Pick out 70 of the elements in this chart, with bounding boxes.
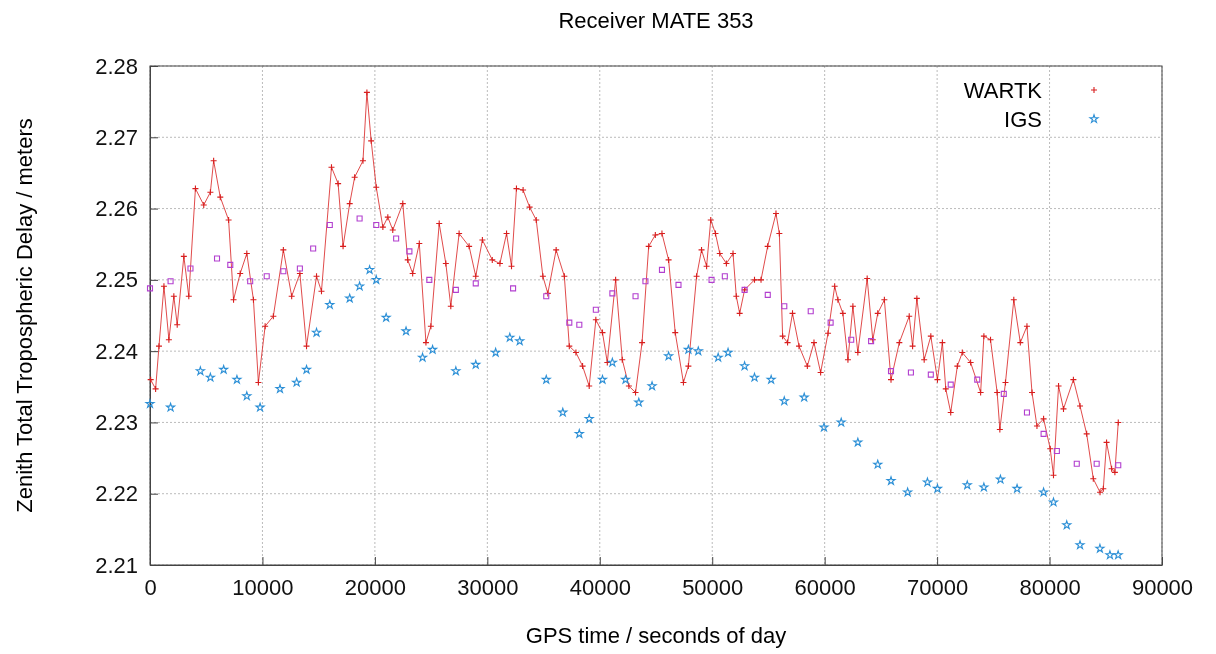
point (609, 290, 616, 297)
point (658, 266, 666, 273)
y-tick-label: 2.28 (95, 53, 138, 79)
point (592, 306, 599, 313)
chart-title: Receiver MATE 353 (558, 8, 754, 33)
x-tick-label: 0 (144, 574, 157, 600)
point (1000, 390, 1007, 397)
point (510, 285, 517, 292)
y-tick-label: 2.23 (95, 409, 138, 435)
point (326, 221, 333, 229)
y-axis-title: Zenith Total Tropospheric Delay / meters (12, 118, 37, 513)
point (356, 215, 363, 222)
y-tick-label: 2.24 (95, 338, 138, 364)
point (907, 369, 914, 376)
point (927, 371, 934, 378)
point (947, 381, 954, 388)
point (632, 293, 639, 300)
point (764, 291, 771, 298)
point (887, 368, 895, 375)
x-tick-label: 20000 (344, 574, 406, 600)
x-tick-label: 40000 (569, 574, 631, 600)
point (566, 319, 573, 326)
point (848, 336, 855, 343)
point (146, 285, 154, 292)
x-tick-label: 80000 (1019, 574, 1081, 600)
point (296, 265, 303, 272)
y-tick-label: 2.26 (95, 196, 138, 222)
point (642, 278, 649, 285)
point (807, 308, 814, 315)
x-tick-label: 50000 (682, 574, 744, 600)
x-tick-label: 90000 (1131, 574, 1194, 600)
x-tick-label: 10000 (232, 574, 294, 600)
x-tick-label: 30000 (457, 574, 519, 600)
point (280, 268, 287, 275)
point (452, 286, 459, 293)
legend-label: WARTK (963, 77, 1043, 103)
y-tick-label: 2.22 (95, 481, 138, 507)
point (227, 261, 234, 268)
point (167, 278, 174, 285)
point (827, 319, 834, 326)
point (310, 245, 317, 252)
point (472, 280, 479, 287)
point (406, 248, 413, 255)
y-tick-label: 2.21 (95, 552, 138, 578)
point (393, 235, 400, 242)
point (721, 273, 728, 280)
x-tick-label: 60000 (794, 574, 856, 600)
x-axis-title: GPS time / seconds of day (525, 623, 787, 648)
point (675, 281, 682, 288)
point (708, 276, 715, 283)
point (1053, 447, 1060, 454)
point (1040, 430, 1047, 437)
point (426, 276, 433, 283)
point (187, 265, 194, 272)
y-tick-label: 2.27 (95, 124, 138, 150)
point (373, 221, 380, 229)
y-tick-label: 2.25 (95, 267, 138, 293)
x-tick-label: 70000 (907, 574, 969, 600)
point (1023, 409, 1030, 416)
point (247, 278, 254, 285)
point (974, 376, 981, 383)
legend-label: IGS (1004, 106, 1042, 132)
point (576, 321, 583, 328)
point (781, 303, 788, 310)
point (543, 293, 550, 300)
point (213, 255, 221, 262)
point (1073, 460, 1080, 467)
point (1093, 460, 1100, 467)
point (1115, 462, 1122, 469)
point (263, 273, 270, 280)
